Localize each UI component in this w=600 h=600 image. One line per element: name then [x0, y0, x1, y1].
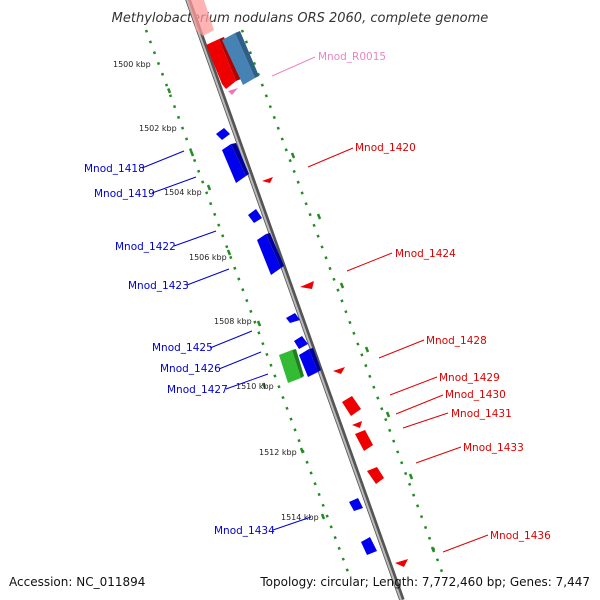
gene-arrow[interactable]: [352, 421, 362, 428]
gene-label[interactable]: Mnod_1436: [490, 530, 551, 542]
rna-gene-arrow[interactable]: [228, 88, 238, 95]
highlight-region[interactable]: [279, 350, 301, 383]
gene-arrow-shade: [231, 143, 249, 176]
scale-label: 1508 kbp: [214, 317, 252, 326]
gene-label[interactable]: Mnod_1423: [128, 280, 189, 292]
scale-label: 1502 kbp: [139, 124, 177, 133]
left-labels: Mnod_1418 Mnod_1419 Mnod_1422 Mnod_1423 …: [84, 163, 275, 537]
gene-label[interactable]: Mnod_1424: [395, 248, 456, 260]
gene-arrow-shade: [309, 348, 321, 372]
gene-arrow[interactable]: [395, 559, 408, 567]
highlight-region-shade: [235, 31, 259, 78]
scale-label: 1500 kbp: [113, 60, 151, 69]
gene-label[interactable]: Mnod_1425: [152, 342, 213, 354]
gene-label[interactable]: Mnod_1422: [115, 241, 176, 253]
gene-arrow[interactable]: [248, 209, 262, 223]
left-scale-track: [144, 29, 350, 573]
scale-label: 1506 kbp: [189, 253, 227, 262]
gene-arrow[interactable]: [355, 430, 373, 451]
gene-arrow[interactable]: [206, 39, 236, 89]
gene-label[interactable]: Mnod_1419: [94, 188, 155, 200]
scale-label: 1512 kbp: [259, 448, 297, 457]
gene-arrow[interactable]: [333, 367, 345, 374]
gene-arrow[interactable]: [286, 313, 300, 323]
gene-label[interactable]: Mnod_1429: [439, 372, 500, 384]
gene-arrow-shade: [219, 37, 241, 81]
right-leader-lines: [307, 147, 489, 553]
gene-label[interactable]: Mnod_1433: [463, 442, 524, 454]
right-labels: Mnod_1420 Mnod_1424 Mnod_1428 Mnod_1429 …: [355, 142, 551, 542]
gene-arrow[interactable]: [222, 144, 246, 183]
gene-label[interactable]: Mnod_1434: [214, 525, 275, 537]
highlight-region[interactable]: [222, 33, 255, 85]
scale-label: 1504 kbp: [164, 188, 202, 197]
highlight-region-shade: [292, 349, 304, 378]
leader-line: [271, 56, 316, 77]
gene-arrow[interactable]: [349, 498, 363, 511]
scale-label: 1510 kbp: [236, 382, 274, 391]
gene-label[interactable]: Mnod_1427: [167, 384, 228, 396]
gene-label[interactable]: Mnod_1418: [84, 163, 145, 175]
scale-labels: 1500 kbp 1502 kbp 1504 kbp 1506 kbp 1508…: [113, 60, 319, 522]
gene-label[interactable]: Mnod_1420: [355, 142, 416, 154]
gene-arrow[interactable]: [342, 396, 361, 416]
gene-arrow[interactable]: [367, 467, 384, 484]
gene-label[interactable]: Mnod_R0015: [318, 51, 386, 63]
genome-stats-text: Topology: circular; Length: 7,772,460 bp…: [259, 575, 590, 589]
gene-arrow[interactable]: [262, 177, 273, 183]
gene-label[interactable]: Mnod_1430: [445, 389, 506, 401]
faded-gene-arrow[interactable]: [188, 0, 214, 36]
left-leader-lines: [141, 150, 312, 531]
gene-label[interactable]: Mnod_1426: [160, 363, 221, 375]
gene-arrow[interactable]: [300, 281, 314, 289]
gene-arrow[interactable]: [257, 234, 281, 275]
scale-ticks: [167, 88, 436, 553]
gene-arrow[interactable]: [216, 128, 230, 140]
map-title: Methylobacterium nodulans ORS 2060, comp…: [112, 11, 489, 26]
gene-arrow[interactable]: [299, 349, 318, 377]
genome-backbone-highlight: [186, 0, 402, 600]
right-scale-track: [240, 29, 444, 573]
scale-label: 1514 kbp: [281, 513, 319, 522]
gene-arrow[interactable]: [361, 537, 377, 555]
gene-arrow-shade: [266, 233, 284, 268]
gene-label[interactable]: Mnod_1431: [451, 408, 512, 420]
gene-label[interactable]: Mnod_1428: [426, 335, 487, 347]
accession-text: Accession: NC_011894: [9, 575, 145, 589]
gene-arrow[interactable]: [294, 336, 308, 349]
